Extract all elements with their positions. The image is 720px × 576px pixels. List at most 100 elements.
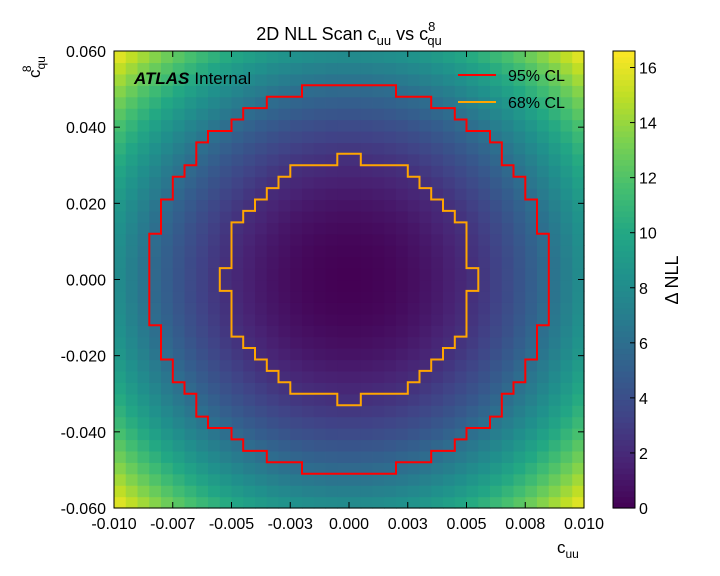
heatmap-cell [231,188,244,201]
heatmap-cell [149,473,162,486]
heatmap-cell [349,233,362,246]
heatmap-cell [384,176,397,189]
heatmap-cell [372,382,385,395]
heatmap-cell [537,370,550,383]
heatmap-cell [372,336,385,349]
heatmap-cell [302,119,315,132]
heatmap-cell [372,51,385,64]
heatmap-cell [231,85,244,98]
heatmap-cell [490,348,503,361]
heatmap-cell [231,73,244,86]
heatmap-cell [219,416,233,429]
heatmap-cell [231,222,244,235]
heatmap-cell [208,279,221,292]
heatmap-cell [419,325,432,338]
heatmap-cell [454,393,468,406]
heatmap-cell [431,142,444,155]
heatmap-cell [172,142,186,155]
colorbar-band [613,502,635,509]
heatmap-cell [407,108,421,121]
heatmap-cell [114,256,127,269]
heatmap-cell [360,428,374,441]
heatmap-cell [466,62,479,75]
heatmap-cell [302,428,315,441]
heatmap-cell [513,462,526,475]
heatmap-cell [537,222,550,235]
heatmap-cell [302,96,315,109]
heatmap-cell [478,439,491,452]
heatmap-cell [537,165,550,178]
heatmap-cell [313,222,327,235]
heatmap-cell [407,405,421,418]
heatmap-cell [548,165,562,178]
heatmap-cell [560,268,573,281]
heatmap-cell [243,496,256,509]
heatmap-cell [149,73,162,86]
heatmap-cell [466,336,479,349]
heatmap-cell [372,210,385,223]
heatmap-cell [443,290,456,303]
heatmap-cell [266,222,280,235]
heatmap-cell [490,210,503,223]
heatmap-cell [360,73,374,86]
heatmap-cell [513,496,526,509]
heatmap-cell [431,268,444,281]
heatmap-cell [525,279,538,292]
heatmap-cell [266,85,280,98]
heatmap-cell [290,188,303,201]
heatmap-cell [560,450,573,463]
heatmap-cell [255,325,268,338]
heatmap-cell [478,233,491,246]
heatmap-cell [149,130,162,143]
heatmap-cell [466,450,479,463]
heatmap-cell [266,462,280,475]
heatmap-cell [407,188,421,201]
heatmap-cell [290,302,303,315]
heatmap-cell [243,73,256,86]
heatmap-cell [572,233,585,246]
heatmap-cell [548,348,562,361]
heatmap-cell [243,313,256,326]
heatmap-cell [137,393,150,406]
heatmap-cell [372,119,385,132]
heatmap-cell [501,210,515,223]
heatmap-cell [219,199,233,212]
colorbar-band [613,148,635,155]
heatmap-cell [125,256,139,269]
heatmap-cell [196,405,209,418]
heatmap-cell [501,428,515,441]
heatmap-cell [454,268,468,281]
colorbar-band [613,416,635,423]
y-axis-label: cqu8 [20,56,48,78]
heatmap-cell [114,313,127,326]
heatmap-cell [255,496,268,509]
heatmap-cell [548,142,562,155]
heatmap-cell [396,222,409,235]
heatmap-cell [196,485,209,498]
heatmap-cell [501,370,515,383]
heatmap-cell [372,462,385,475]
heatmap-cell [266,256,280,269]
heatmap-cell [125,485,139,498]
heatmap-cell [219,279,233,292]
heatmap-cell [360,51,374,64]
heatmap-cell [396,199,409,212]
heatmap-cell [196,119,209,132]
heatmap-cell [337,268,350,281]
heatmap-cell [372,176,385,189]
heatmap-cell [407,73,421,86]
heatmap-cell [466,119,479,132]
heatmap-cell [466,496,479,509]
heatmap-cell [278,485,291,498]
heatmap-cell [266,279,280,292]
heatmap-cell [419,348,432,361]
heatmap-cell [478,256,491,269]
heatmap-cell [396,485,409,498]
heatmap-cell [454,188,468,201]
heatmap-cell [196,96,209,109]
heatmap-cell [443,130,456,143]
heatmap-cell [466,462,479,475]
heatmap-cell [243,51,256,64]
heatmap-cell [431,245,444,258]
heatmap-cell [208,313,221,326]
